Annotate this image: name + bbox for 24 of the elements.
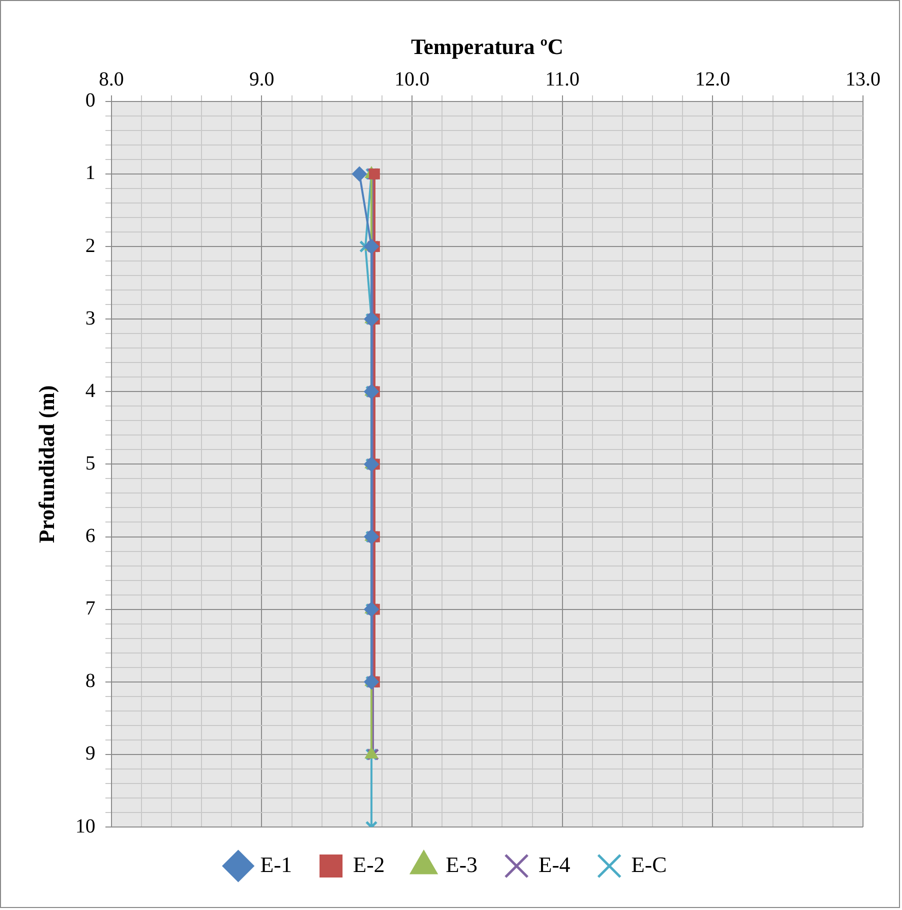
x-tick-label: 10.0 — [394, 68, 430, 91]
y-tick-label: 6 — [85, 525, 96, 548]
x-axis-title: Temperatura ºC — [410, 34, 564, 59]
x-tick-label: 8.0 — [98, 68, 124, 91]
y-tick-label: 9 — [85, 742, 96, 765]
x-tick-label: 11.0 — [545, 68, 580, 91]
x-tick-label: 9.0 — [249, 68, 274, 91]
y-tick-label: 0 — [85, 90, 96, 112]
y-tick-label: 5 — [85, 452, 96, 474]
legend-label: E-3 — [446, 852, 478, 877]
legend-label: E-C — [631, 852, 667, 877]
y-tick-label: 1 — [85, 162, 96, 184]
x-tick-label: 13.0 — [846, 68, 880, 91]
y-tick-label: 3 — [85, 307, 96, 330]
y-tick-label: 8 — [85, 670, 96, 692]
y-axis-title: Profundidad (m) — [34, 385, 59, 544]
legend-label: E-2 — [353, 852, 385, 877]
y-tick-label: 4 — [85, 380, 96, 402]
y-tick-label: 2 — [85, 234, 96, 257]
y-tick-label: 7 — [85, 598, 96, 620]
legend-label: E-1 — [260, 852, 292, 877]
legend-label: E-4 — [538, 852, 570, 877]
y-tick-label: 10 — [75, 815, 96, 838]
x-tick-label: 12.0 — [695, 68, 730, 91]
